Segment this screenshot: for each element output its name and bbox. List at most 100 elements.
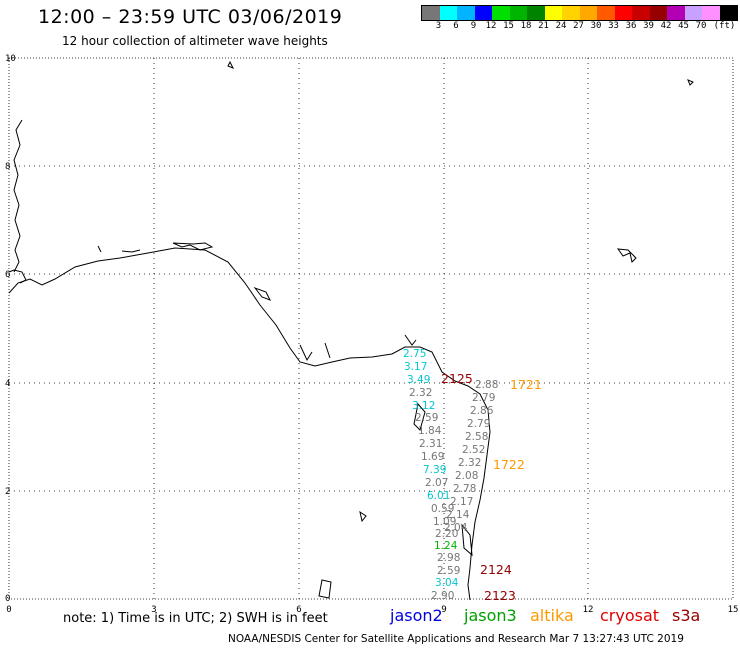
scale-swatch	[544, 6, 562, 20]
scale-unit-label: (ft)	[713, 21, 736, 31]
scale-tick-label: 33	[608, 21, 619, 31]
scale-swatch	[474, 6, 492, 20]
map-subtitle: 12 hour collection of altimeter wave hei…	[62, 34, 328, 48]
legend-cryosat: cryosat	[600, 606, 660, 625]
scale-swatch	[719, 6, 737, 20]
x-tick-9: 9	[441, 605, 446, 615]
swh-value: 2.58	[465, 431, 488, 443]
pass-label-1722: 1722	[493, 457, 525, 472]
swh-value: 1.09	[433, 516, 456, 528]
y-tick-8: 8	[5, 162, 10, 172]
swh-value: 2.52	[462, 444, 485, 456]
scale-swatch	[702, 6, 720, 20]
scale-swatch	[509, 6, 527, 20]
legend-jason2: jason2	[390, 606, 443, 625]
swh-value: 2.32	[409, 387, 432, 399]
scale-tick-label: 21	[538, 21, 549, 31]
swh-value: 2.32	[458, 457, 481, 469]
wave-height-color-scale	[421, 5, 738, 21]
swh-value: 2.88	[475, 379, 498, 391]
scale-tick-label: 27	[573, 21, 584, 31]
scale-tick-label: 3	[435, 21, 442, 31]
wave-height-measurements: 2.75 3.17 3.49 2.32 3.12 2.59 1.84 2.31 …	[403, 348, 498, 602]
color-scale-labels: 3 6 9 12 15 18 21 24 27 30 33 36 39 42 45 70 (ft)	[421, 21, 740, 33]
map-grid	[9, 58, 733, 599]
scale-swatch	[614, 6, 632, 20]
x-tick-3: 3	[151, 605, 156, 615]
swh-value: 1.24	[434, 540, 458, 552]
coastline	[8, 60, 694, 601]
swh-value: 2.86	[470, 405, 494, 417]
scale-tick-label: 6	[453, 21, 459, 31]
swh-value: 3.04	[435, 577, 459, 589]
swh-value: 2.98	[437, 552, 460, 564]
credit-line: NOAA/NESDIS Center for Satellite Applica…	[228, 633, 684, 645]
x-tick-15: 15	[728, 605, 739, 615]
swh-value: 3.12	[412, 400, 435, 412]
scale-swatch	[632, 6, 650, 20]
y-tick-10: 10	[5, 54, 16, 64]
swh-value: 2.59	[437, 565, 460, 577]
swh-value: 2.79	[472, 392, 495, 404]
pass-label-2123: 2123	[484, 588, 516, 603]
scale-tick-label: 39	[643, 21, 654, 31]
swh-value: 2.78	[453, 483, 476, 495]
swh-value: 2.08	[455, 470, 478, 482]
scale-swatch	[492, 6, 510, 20]
legend-jason3: jason3	[464, 606, 517, 625]
scale-swatch	[562, 6, 580, 20]
x-tick-6: 6	[296, 605, 301, 615]
pass-label-2124: 2124	[480, 562, 512, 577]
scale-swatch	[667, 6, 685, 20]
y-tick-4: 4	[5, 379, 10, 389]
scale-tick-label: 12	[485, 21, 497, 31]
swh-value: 1.69	[421, 451, 444, 463]
scale-tick-label: 18	[520, 21, 532, 31]
swh-value: 1.84	[418, 425, 442, 437]
scale-swatch	[457, 6, 475, 20]
swh-value: 3.49	[407, 374, 430, 386]
x-tick-12: 12	[583, 605, 594, 615]
swh-value: 2.17	[450, 496, 473, 508]
scale-swatch	[649, 6, 667, 20]
swh-value: 2.14	[446, 509, 470, 521]
scale-tick-label: 70	[695, 21, 707, 31]
legend-altika: altika	[530, 606, 574, 625]
scale-swatch	[527, 6, 545, 20]
x-tick-0: 0	[6, 605, 11, 615]
scale-tick-label: 30	[590, 21, 602, 31]
map-title: 12:00 – 23:59 UTC 03/06/2019	[38, 6, 343, 28]
swh-value: 6.01	[427, 490, 450, 502]
scale-swatch	[579, 6, 597, 20]
scale-tick-label: 36	[625, 21, 637, 31]
pass-labels: 2125 1721 1722 2124 2123	[441, 371, 542, 603]
swh-value: 2.90	[431, 590, 454, 602]
swh-value: 7.39	[423, 464, 446, 476]
y-tick-0: 0	[5, 594, 10, 604]
map-frame	[8, 57, 734, 600]
scale-swatch	[422, 6, 440, 20]
swh-value: 2.59	[415, 412, 438, 424]
scale-swatch	[684, 6, 702, 20]
scale-tick-label: 42	[660, 21, 672, 31]
legend-s3a: s3a	[672, 606, 701, 625]
y-tick-6: 6	[5, 270, 10, 280]
swh-value: 2.20	[435, 528, 458, 540]
scale-tick-label: 15	[503, 21, 514, 31]
scale-tick-label: 24	[555, 21, 567, 31]
swh-value: 0.59	[431, 503, 454, 515]
pass-label-1721: 1721	[510, 377, 542, 392]
y-tick-2: 2	[5, 487, 10, 497]
pass-label-2125: 2125	[441, 371, 473, 386]
swh-value: 2.04	[444, 522, 468, 534]
scale-tick-label: 45	[678, 21, 689, 31]
swh-value: 2.31	[419, 438, 442, 450]
swh-value: 2.07	[425, 477, 448, 489]
map-axis-labels: 0 3 6 9 12 15 0 2 4 6 8 10	[5, 54, 738, 615]
scale-swatch	[439, 6, 457, 20]
swh-value: 2.75	[403, 348, 426, 360]
footer-note: note: 1) Time is in UTC; 2) SWH is in fe…	[63, 611, 328, 626]
swh-value: 3.17	[404, 361, 427, 373]
scale-swatch	[597, 6, 615, 20]
